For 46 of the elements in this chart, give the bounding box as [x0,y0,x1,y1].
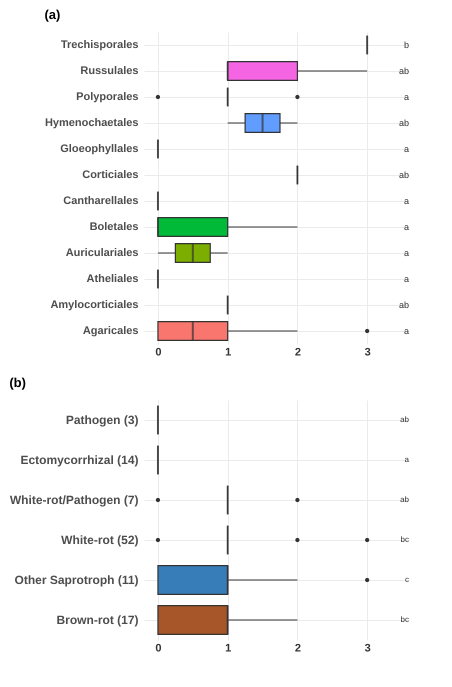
y-tick-label: White-rot (52) [61,533,138,547]
x-tick-label: 2 [294,642,301,654]
chart-title: (a) [44,7,60,22]
y-tick-label: Russulales [80,65,138,77]
y-tick-label: Gloeophyllales [60,143,138,155]
annotation: a [404,248,409,258]
text: (b) [9,375,26,390]
x-tick-label: 3 [364,642,371,654]
x-tick-label: 0 [155,642,162,654]
annotation: bc [400,535,409,544]
annotation: ab [398,300,409,310]
x-tick-label: 0 [155,346,162,358]
y-tick-label: Pathogen (3) [66,413,138,427]
y-tick-label: Cantharellales [63,195,138,207]
annotation: a [404,274,409,284]
annotation: ab [398,170,409,180]
y-tick-label: Atheliales [86,273,138,285]
y-tick-label: Hymenochaetales [44,117,138,129]
annotation: ab [400,415,410,424]
annotation: a [404,92,409,102]
y-tick-label: Boletales [90,221,138,233]
y-tick-label: Other Saprotroph (11) [14,573,138,587]
annotation: a [404,196,409,206]
annotation: a [404,455,410,464]
x-tick-label: 2 [294,346,301,358]
y-tick-label: White-rot/Pathogen (7) [10,493,138,507]
annotation: a [404,222,409,232]
annotation: ab [398,66,409,76]
x-tick-label: 3 [364,346,371,358]
y-tick-label: Auriculariales [66,247,138,259]
y-tick-label: Brown-rot (17) [56,613,138,627]
y-tick-label: Ectomycorrhizal (14) [20,453,138,467]
annotation: ab [400,495,410,504]
annotation: b [404,40,409,50]
annotation: a [404,326,409,336]
x-tick-label: 1 [225,642,232,654]
annotation: c [405,575,409,584]
y-tick-label: Corticiales [82,169,138,181]
annotation: ab [398,118,409,128]
x-tick-label: 1 [225,346,232,358]
annotation: a [404,144,409,154]
y-tick-label: Trechisporales [60,39,138,51]
y-tick-label: Polyporales [76,91,138,103]
y-tick-label: Agaricales [82,325,138,337]
annotation: bc [400,615,409,624]
y-tick-label: Amylocorticiales [50,299,138,311]
